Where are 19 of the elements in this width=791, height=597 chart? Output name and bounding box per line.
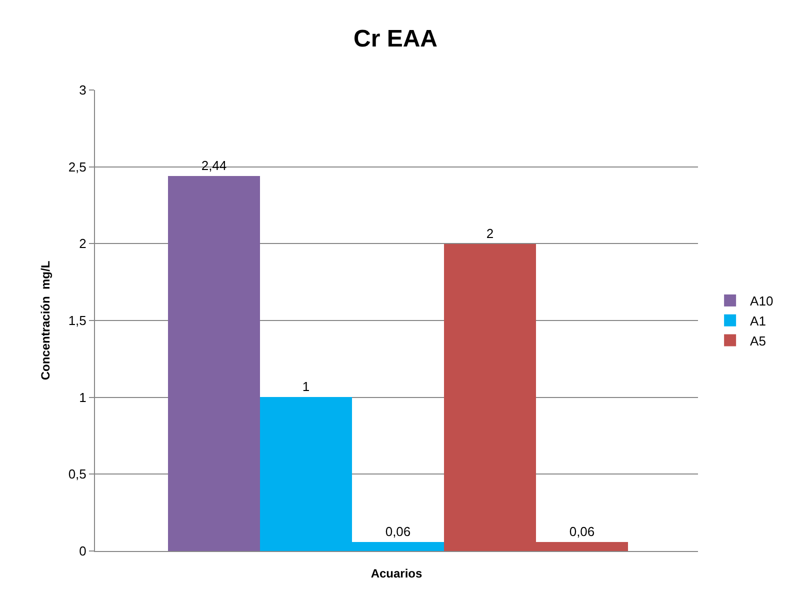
y-tick-label: 3 <box>79 82 86 98</box>
chart-title: Cr EAA <box>353 26 438 53</box>
legend-label: A10 <box>750 294 774 309</box>
y-tick-label: 2 <box>79 236 86 252</box>
bar <box>168 176 260 551</box>
y-tick-label: 2,5 <box>68 159 86 174</box>
data-label: 0,06 <box>385 524 411 539</box>
data-label: 2 <box>486 226 494 241</box>
data-label: 0,06 <box>569 524 595 539</box>
y-tick-label: 0 <box>79 544 86 559</box>
legend-label: A1 <box>750 313 766 328</box>
data-label: 1 <box>302 379 310 394</box>
y-tick-label: 1,5 <box>68 313 86 328</box>
x-axis-title: Acuarios <box>370 566 422 580</box>
data-label: 2,44 <box>201 158 227 173</box>
y-tick-label: 1 <box>79 390 86 405</box>
y-axis-title: Concentración mg/L <box>38 260 53 380</box>
legend-label: A5 <box>750 333 766 348</box>
y-tick-label: 0,5 <box>68 466 86 482</box>
